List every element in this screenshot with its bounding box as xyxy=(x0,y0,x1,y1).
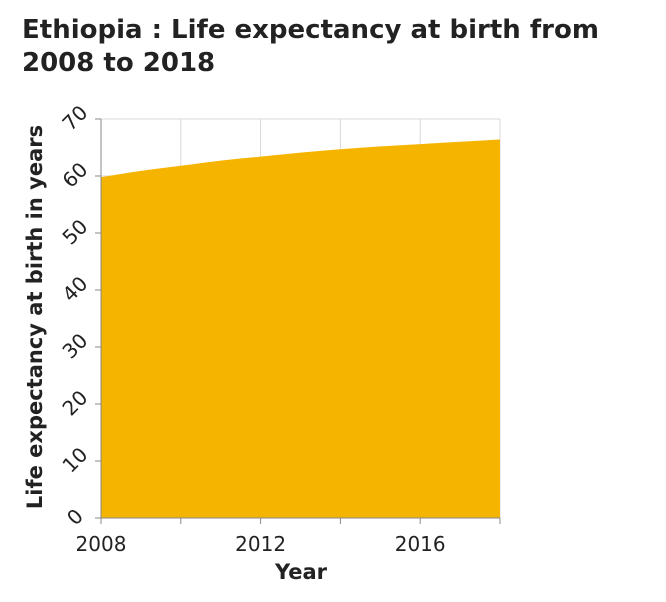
x-tick-label-2008: 2008 xyxy=(76,532,127,556)
y-tick-label-0: 0 xyxy=(62,504,88,530)
y-axis-title: Life expectancy at birth in years xyxy=(23,125,47,509)
x-axis-title: Year xyxy=(274,560,328,584)
y-tick-label-70: 70 xyxy=(57,100,92,135)
life-expectancy-area xyxy=(101,139,500,518)
y-tick-label-60: 60 xyxy=(57,157,92,192)
x-tick-label-2012: 2012 xyxy=(235,532,286,556)
x-tick-label-2016: 2016 xyxy=(395,532,446,556)
y-tick-label-50: 50 xyxy=(57,214,92,249)
y-tick-label-30: 30 xyxy=(57,328,92,363)
y-tick-label-20: 20 xyxy=(57,385,92,420)
y-axis-ticks: 0 10 20 30 40 50 60 70 xyxy=(57,100,101,530)
axes xyxy=(100,119,500,519)
chart-title: Ethiopia : Life expectancy at birth from… xyxy=(22,15,599,78)
y-tick-label-10: 10 xyxy=(57,442,92,477)
y-tick-label-40: 40 xyxy=(57,271,92,306)
x-axis-ticks: 2008 2012 2016 xyxy=(76,518,501,556)
